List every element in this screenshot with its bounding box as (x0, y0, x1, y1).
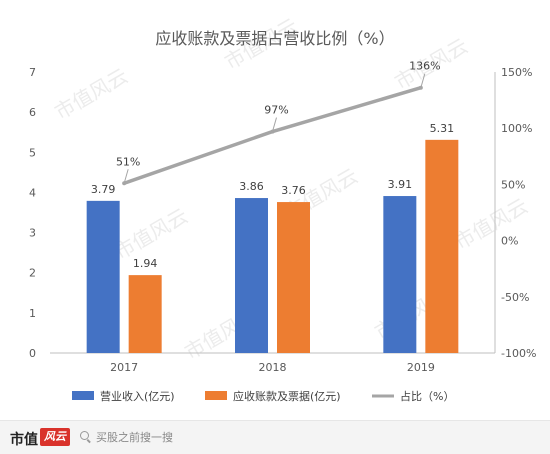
brand-logo: 风云 (40, 428, 70, 446)
bar-value-label: 1.94 (133, 257, 158, 270)
x-tick-label: 2019 (407, 361, 435, 374)
y-right-tick-label: 50% (501, 178, 525, 191)
watermark-text: 市值风云 (51, 64, 132, 125)
chart-title: 应收账款及票据占营收比例（%） (155, 29, 394, 48)
bar-value-label: 3.76 (281, 184, 306, 197)
y-left-tick-label: 6 (29, 106, 36, 119)
y-left-tick-label: 4 (29, 186, 36, 199)
legend-label: 应收账款及票据(亿元) (233, 389, 341, 403)
y-left-tick-label: 2 (29, 267, 36, 280)
line-value-label: 97% (264, 104, 288, 117)
watermark-text: 市值风云 (451, 194, 532, 255)
line-value-label: 136% (409, 60, 440, 73)
bar (128, 275, 162, 353)
watermark-text: 市值风云 (111, 204, 192, 265)
bar-value-label: 3.86 (239, 180, 264, 193)
y-left-tick-label: 1 (29, 307, 36, 320)
bar (235, 198, 268, 353)
chart-canvas: 市值风云市值风云市值风云市值风云市值风云市值风云市值风云市值风云应收账款及票据占… (29, 14, 536, 403)
y-right-tick-label: 150% (501, 66, 532, 79)
y-right-tick-label: 100% (501, 122, 532, 135)
bar (86, 200, 120, 353)
label-leader-line (272, 117, 277, 132)
y-left-tick-label: 7 (29, 66, 36, 79)
bar-value-label: 3.91 (388, 178, 413, 191)
x-tick-label: 2017 (110, 361, 138, 374)
legend-swatch (205, 391, 227, 400)
y-right-tick-label: -100% (501, 347, 536, 360)
y-right-tick-label: -50% (501, 291, 529, 304)
search-box[interactable]: 买股之前搜一搜 (80, 427, 173, 447)
brand-name: 市值 (10, 432, 38, 448)
line-value-label: 51% (116, 155, 140, 168)
bar-value-label: 5.31 (430, 122, 455, 135)
bar (383, 196, 417, 353)
bar-value-label: 3.79 (91, 183, 116, 196)
legend-label: 占比（%） (400, 389, 454, 403)
y-right-tick-label: 0% (501, 235, 518, 248)
footer-bar: 市值 风云 买股之前搜一搜 (0, 420, 550, 454)
bar (277, 202, 310, 353)
label-leader-line (420, 73, 426, 88)
y-left-tick-label: 5 (29, 146, 36, 159)
legend-swatch (72, 391, 94, 400)
search-text: 买股之前搜一搜 (96, 431, 173, 444)
label-leader-line (123, 169, 129, 184)
series-line (122, 85, 423, 186)
x-tick-label: 2018 (259, 361, 287, 374)
legend-label: 营业收入(亿元) (100, 389, 175, 403)
y-left-tick-label: 3 (29, 227, 36, 240)
y-left-tick-label: 0 (29, 347, 36, 360)
search-icon (80, 431, 92, 443)
bar (425, 139, 459, 353)
